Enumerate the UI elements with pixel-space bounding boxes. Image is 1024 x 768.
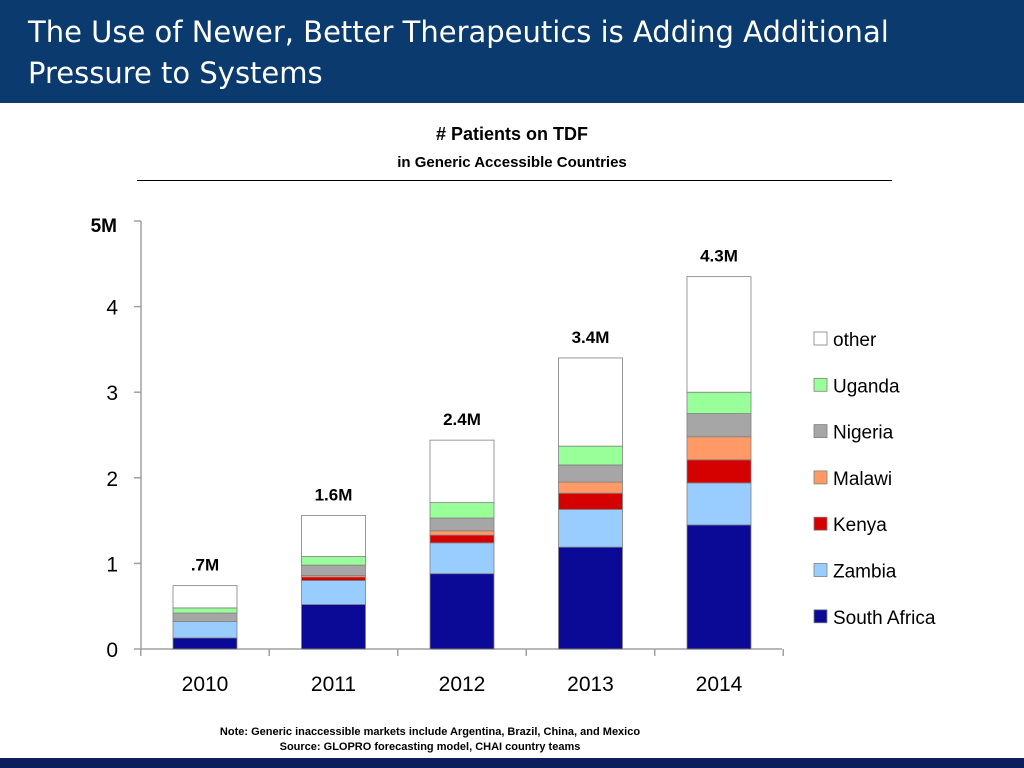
y-tick-label: 2 — [106, 468, 118, 491]
bar-total-label: 4.3M — [700, 247, 738, 266]
bar-total-label: .7M — [191, 556, 219, 575]
y-tick-label: 0 — [106, 639, 118, 662]
bar-segment-zambia — [558, 509, 623, 548]
bar-segment-south-africa — [301, 604, 366, 650]
bar-segment-other — [429, 439, 495, 504]
legend-label: other — [833, 330, 877, 351]
bar-segment-malawi — [429, 530, 495, 536]
bar-segment-other — [172, 585, 238, 609]
y-tick-label: 1 — [106, 553, 118, 576]
x-tick-label: 2013 — [567, 673, 614, 696]
bar-segment-south-africa — [686, 524, 752, 650]
title-bar: The Use of Newer, Better Therapeutics is… — [0, 0, 1024, 103]
bar-segment-kenya — [429, 534, 495, 544]
bar-segment-zambia — [172, 621, 238, 639]
bar-segment-uganda — [558, 445, 623, 466]
legend-label: Kenya — [833, 515, 887, 536]
bar-segment-south-africa — [172, 637, 238, 650]
bar-segment-nigeria — [301, 564, 366, 576]
chart-note: Note: Generic inaccessible markets inclu… — [219, 726, 641, 738]
stacked-bar-chart: 0 1 2 3 4 5M .7M 2010 1.6M 2011 2.4M 2012 3.4M 2013 4.… — [91, 216, 936, 696]
bar-segment-uganda — [686, 391, 752, 415]
chart-subtitle: in Generic Accessible Countries — [397, 154, 627, 171]
bar-segment-south-africa — [558, 546, 623, 650]
bar-segment-zambia — [301, 580, 366, 605]
bar-segment-nigeria — [172, 612, 238, 623]
legend-swatch — [813, 377, 828, 392]
slide-title: The Use of Newer, Better Therapeutics is… — [28, 15, 889, 90]
bar-segment-nigeria — [686, 413, 752, 438]
bar-segment-zambia — [429, 542, 495, 575]
bar-segment-malawi — [686, 436, 752, 461]
legend-swatch — [813, 516, 828, 531]
legend-swatch — [813, 331, 828, 346]
legend-label: Nigeria — [833, 423, 894, 444]
x-tick-label: 2010 — [182, 673, 229, 696]
y-tick-label: 3 — [106, 382, 118, 405]
bar-segment-other — [558, 357, 623, 447]
legend-swatch — [813, 609, 828, 624]
bar-total-label: 3.4M — [572, 328, 610, 347]
footer-bar — [0, 758, 1024, 768]
y-tick-label: 5M — [91, 216, 117, 237]
x-tick-label: 2012 — [439, 673, 486, 696]
heading-divider — [137, 180, 892, 181]
bar-segment-uganda — [172, 607, 238, 614]
bar-total-label: 1.6M — [315, 485, 353, 504]
bar-segment-kenya — [558, 492, 623, 510]
bar-segment-uganda — [429, 502, 495, 519]
bar-segment-uganda — [301, 556, 366, 566]
legend-label: Zambia — [833, 562, 897, 583]
x-tick-label: 2011 — [311, 673, 356, 696]
bar-segment-kenya — [301, 576, 366, 581]
bar-segment-other — [301, 515, 366, 557]
legend-label: Uganda — [833, 376, 900, 397]
bar-segment-nigeria — [558, 464, 623, 483]
chart-source: Source: GLOPRO forecasting model, CHAI c… — [279, 741, 581, 753]
legend-swatch — [813, 563, 828, 577]
bar-segment-zambia — [686, 482, 752, 526]
bar-segment-malawi — [558, 481, 623, 494]
legend-swatch — [813, 470, 828, 485]
chart-title: # Patients on TDF — [435, 124, 588, 144]
legend-label: South Africa — [833, 608, 936, 629]
bar-segment-south-africa — [429, 573, 495, 650]
y-tick-label: 4 — [106, 297, 118, 320]
x-tick-label: 2014 — [696, 673, 743, 696]
legend-swatch — [813, 424, 828, 439]
bar-segment-kenya — [686, 459, 752, 484]
bar-total-label: 2.4M — [443, 410, 481, 429]
bar-segment-other — [686, 276, 752, 393]
legend-label: Malawi — [833, 469, 892, 490]
bar-segment-nigeria — [429, 517, 495, 532]
